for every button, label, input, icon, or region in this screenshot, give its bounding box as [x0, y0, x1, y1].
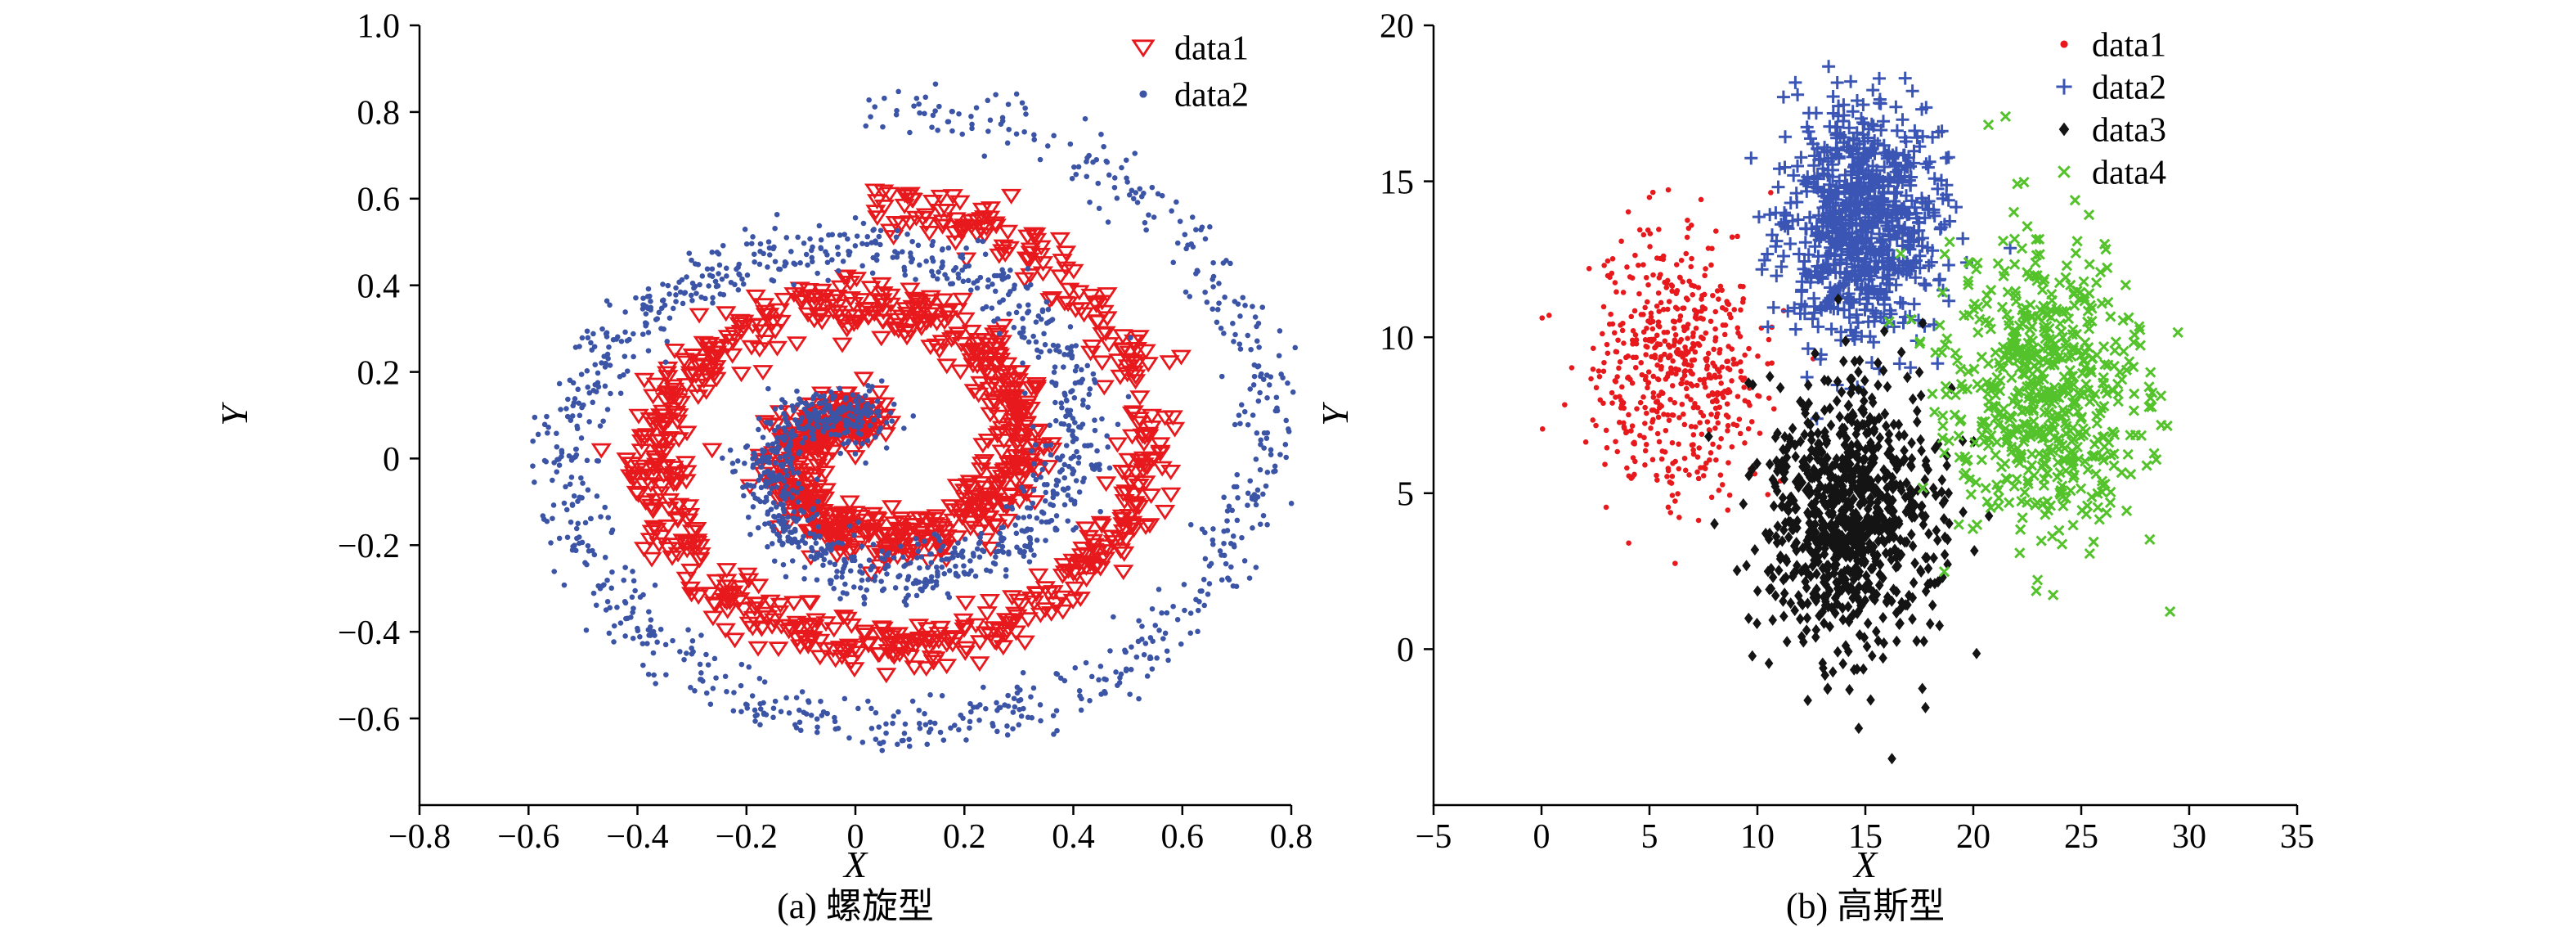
- legend: data1 data2: [1131, 30, 1249, 115]
- gaussian-x-axis-label: X: [1852, 844, 1878, 885]
- x-tick-label: 0.6: [1161, 818, 1205, 856]
- series-data2-points: [1744, 60, 2017, 425]
- legend-item-data2: data2: [1139, 77, 1249, 115]
- axis-ticks: [1424, 24, 2299, 815]
- y-tick-label: −0.6: [338, 701, 400, 739]
- x-tick-label: 20: [1956, 818, 1990, 856]
- x-tick-label: 0.2: [943, 818, 986, 856]
- series-data3-points: [1704, 293, 1994, 765]
- x-tick-label: 25: [2064, 818, 2098, 856]
- legend-label-data2: data2: [2092, 70, 2166, 107]
- x-tick-label: 0: [847, 818, 864, 856]
- axis-tick-labels: −0.8 −0.6 −0.4 −0.2 0 0.2 0.4 0.6 0.8 1.0 0.8 0.6 0.…: [338, 8, 1313, 856]
- x-tick-label: 5: [1641, 818, 1658, 856]
- legend-label-data2: data2: [1174, 77, 1249, 115]
- x-tick-label: 15: [1848, 818, 1883, 856]
- x-tick-label: −0.2: [716, 818, 778, 856]
- legend-item-data1: data1: [2060, 27, 2166, 65]
- x-tick-label: −0.4: [606, 818, 668, 856]
- legend-label-data4: data4: [2092, 155, 2166, 192]
- gaussian-caption: (b) 高斯型: [1786, 886, 1945, 926]
- chart-spiral-plot: −0.8 −0.6 −0.4 −0.2 0 0.2 0.4 0.6 0.8 1.0 0.8 0.6 0.…: [338, 8, 1313, 856]
- plot-area: [530, 81, 1298, 754]
- y-tick-label: 10: [1380, 320, 1414, 358]
- y-tick-label: 0.2: [357, 354, 401, 392]
- x-tick-label: 0.4: [1052, 818, 1095, 856]
- y-tick-label: −0.2: [338, 528, 400, 565]
- plus-legend-icon: [2056, 79, 2072, 95]
- x-tick-label: 0: [1533, 818, 1551, 856]
- plot-area: [1539, 60, 2183, 765]
- spiral-x-axis-label: X: [842, 844, 868, 885]
- triangle-down-open-legend-icon: [1131, 39, 1156, 58]
- x-tick-label: −5: [1416, 818, 1452, 856]
- charts-layer: −0.8 −0.6 −0.4 −0.2 0 0.2 0.4 0.6 0.8 1.0 0.8 0.6 0.…: [338, 8, 2314, 856]
- legend-label-data1: data1: [2092, 27, 2166, 65]
- axis-ticks: [410, 24, 1293, 815]
- spiral-y-axis-label: Y: [213, 402, 255, 426]
- axis-tick-labels: −5 0 5 10 15 20 25 30 35 20 15 10 5 0: [1380, 8, 2314, 856]
- y-tick-label: 0.6: [357, 182, 401, 219]
- x-tick-label: 0.8: [1270, 818, 1313, 856]
- y-tick-label: 15: [1380, 164, 1414, 201]
- spiral-caption: (a) 螺旋型: [777, 886, 934, 926]
- y-tick-label: −0.4: [338, 614, 400, 652]
- diamond-filled-legend-icon: [2058, 122, 2070, 137]
- series-data4-points: [1883, 110, 2183, 618]
- x-tick-label: −0.6: [497, 818, 559, 856]
- series-data1-points: [1539, 187, 1816, 566]
- y-tick-label: 0.4: [357, 268, 401, 305]
- legend-item-data4: data4: [2058, 155, 2166, 192]
- legend-item-data2: data2: [2056, 70, 2166, 107]
- legend-item-data3: data3: [2058, 112, 2166, 150]
- x-tick-label: 35: [2280, 818, 2314, 856]
- legend-label-data1: data1: [1174, 30, 1249, 68]
- series-data2-points: [530, 81, 1298, 754]
- x-legend-icon: [2058, 165, 2071, 178]
- legend-item-data1: data1: [1131, 30, 1249, 68]
- gaussian-y-axis-label: Y: [1314, 402, 1356, 426]
- y-tick-label: 1.0: [357, 8, 401, 46]
- y-tick-label: 0: [383, 441, 400, 479]
- y-tick-label: 0: [1397, 632, 1414, 669]
- x-tick-label: 10: [1740, 818, 1775, 856]
- legend-label-data3: data3: [2092, 112, 2166, 150]
- y-tick-label: 5: [1397, 476, 1414, 514]
- y-tick-label: 20: [1380, 8, 1414, 46]
- x-tick-label: −0.8: [388, 818, 451, 856]
- chart-gaussian-plot: −5 0 5 10 15 20 25 30 3520151050data1data2data3d…: [1380, 8, 2314, 856]
- x-tick-label: 30: [2172, 818, 2206, 856]
- y-tick-label: 0.8: [357, 95, 401, 133]
- legend: data1 data2 data3 data4: [2056, 27, 2166, 192]
